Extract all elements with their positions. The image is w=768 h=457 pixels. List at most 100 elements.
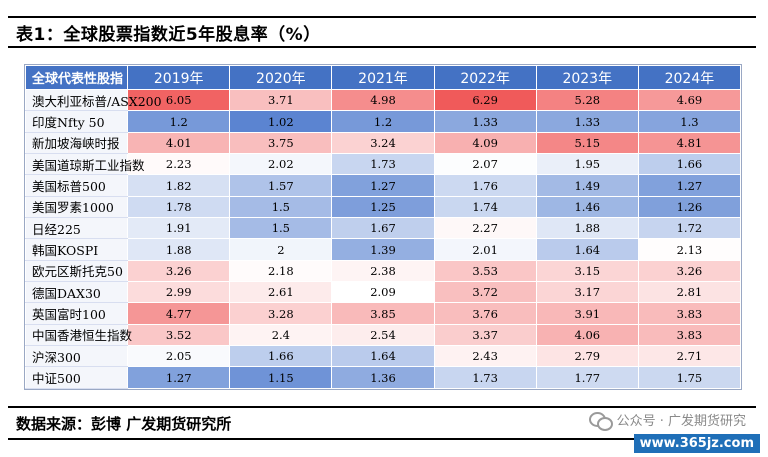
value-cell: 3.72 <box>433 281 537 304</box>
value-cell: 3.83 <box>637 323 742 347</box>
column-header: 2020年 <box>229 65 333 90</box>
value-cell: 2.71 <box>637 345 742 368</box>
value-cell: 2.43 <box>433 345 537 368</box>
value-cell: 1.64 <box>535 238 639 261</box>
value-cell: 3.26 <box>127 259 231 283</box>
table-row: 英国富时100 4.77 3.28 3.85 3.76 3.91 3.83 <box>24 302 742 325</box>
watermark-text: 公众号 · 广发期货研究 <box>616 414 746 429</box>
table-row: 中国香港恒生指数 3.52 2.4 2.54 3.37 4.06 3.83 <box>24 323 742 347</box>
table-row: 新加坡海峡时报 4.01 3.75 3.24 4.09 5.15 4.81 <box>24 131 742 155</box>
value-cell: 1.2 <box>127 110 231 133</box>
value-cell: 3.85 <box>331 302 435 325</box>
table-row: 德国DAX30 2.99 2.61 2.09 3.72 3.17 2.81 <box>24 281 742 304</box>
row-label: 欧元区斯托克50 <box>24 259 129 283</box>
row-label: 德国DAX30 <box>24 281 129 304</box>
value-cell: 6.29 <box>433 88 537 112</box>
value-cell: 1.39 <box>331 238 435 261</box>
wechat-icon <box>588 411 613 431</box>
value-cell: 2.81 <box>637 281 742 304</box>
column-header: 2021年 <box>331 65 435 90</box>
value-cell: 1.33 <box>433 110 537 133</box>
table-row: 韩国KOSPI 1.88 2 1.39 2.01 1.64 2.13 <box>24 238 742 261</box>
table-row: 澳大利亚标普/ASX200 6.05 3.71 4.98 6.29 5.28 4.69 <box>24 88 742 112</box>
value-cell: 4.06 <box>535 323 639 347</box>
table-row: 美国罗素1000 1.78 1.5 1.25 1.74 1.46 1.26 <box>24 195 742 219</box>
value-cell: 3.76 <box>433 302 537 325</box>
value-cell: 4.98 <box>331 88 435 112</box>
value-cell: 2.01 <box>433 238 537 261</box>
heatmap-table: 全球代表性股指 2019年 2020年 2021年 2022年 2023年 2024年 澳… <box>24 65 742 389</box>
value-cell: 1.3 <box>637 110 742 133</box>
table-body: 澳大利亚标普/ASX200 6.05 3.71 4.98 6.29 5.28 4.69 印度N… <box>24 88 742 389</box>
source-note: 数据来源：彭博 广发期货研究所 <box>8 406 756 440</box>
value-cell: 6.05 <box>127 88 231 112</box>
value-cell: 1.36 <box>331 366 435 389</box>
value-cell: 1.15 <box>229 366 333 389</box>
table-row: 美国道琼斯工业指数 2.23 2.02 1.73 2.07 1.95 1.66 <box>24 153 742 176</box>
row-label: 韩国KOSPI <box>24 238 129 261</box>
value-cell: 2.4 <box>229 323 333 347</box>
watermark: 公众号 · 广发期货研究 <box>588 410 746 431</box>
row-label: 澳大利亚标普/ASX200 <box>24 88 162 112</box>
value-cell: 1.74 <box>433 195 537 219</box>
table-row: 沪深300 2.05 1.66 1.64 2.43 2.79 2.71 <box>24 345 742 368</box>
dividend-yield-table: 全球代表性股指 2019年 2020年 2021年 2022年 2023年 2024年 澳… <box>24 64 742 390</box>
value-cell: 1.27 <box>331 174 435 197</box>
value-cell: 1.02 <box>229 110 333 133</box>
column-header: 2019年 <box>127 65 231 90</box>
site-badge: www.365jz.com <box>633 434 760 453</box>
value-cell: 3.71 <box>229 88 333 112</box>
value-cell: 3.26 <box>637 259 742 283</box>
value-cell: 2.02 <box>229 153 333 176</box>
value-cell: 1.76 <box>433 174 537 197</box>
row-label: 英国富时100 <box>24 302 129 325</box>
value-cell: 1.57 <box>229 174 333 197</box>
value-cell: 1.88 <box>127 238 231 261</box>
value-cell: 2.09 <box>331 281 435 304</box>
value-cell: 1.27 <box>127 366 231 389</box>
value-cell: 2.38 <box>331 259 435 283</box>
row-label: 新加坡海峡时报 <box>24 131 129 155</box>
row-label: 美国道琼斯工业指数 <box>24 153 145 176</box>
value-cell: 1.88 <box>535 217 639 240</box>
value-cell: 1.46 <box>535 195 639 219</box>
column-header: 2022年 <box>433 65 537 90</box>
table-row: 欧元区斯托克50 3.26 2.18 2.38 3.53 3.15 3.26 <box>24 259 742 283</box>
value-cell: 4.01 <box>127 131 231 155</box>
row-label: 美国标普500 <box>24 174 129 197</box>
value-cell: 2.54 <box>331 323 435 347</box>
value-cell: 1.5 <box>229 217 333 240</box>
value-cell: 3.24 <box>331 131 435 155</box>
value-cell: 5.15 <box>535 131 639 155</box>
value-cell: 1.75 <box>637 366 742 389</box>
value-cell: 1.25 <box>331 195 435 219</box>
value-cell: 4.09 <box>433 131 537 155</box>
value-cell: 3.17 <box>535 281 639 304</box>
value-cell: 1.91 <box>127 217 231 240</box>
value-cell: 1.73 <box>433 366 537 389</box>
table-row: 印度Nfty 50 1.2 1.02 1.2 1.33 1.33 1.3 <box>24 110 742 133</box>
value-cell: 4.69 <box>637 88 742 112</box>
value-cell: 1.77 <box>535 366 639 389</box>
column-header: 2023年 <box>535 65 639 90</box>
value-cell: 1.82 <box>127 174 231 197</box>
header-row: 全球代表性股指 2019年 2020年 2021年 2022年 2023年 2024年 <box>24 65 742 90</box>
value-cell: 3.15 <box>535 259 639 283</box>
row-label: 印度Nfty 50 <box>24 110 129 133</box>
table-row: 日经225 1.91 1.5 1.67 2.27 1.88 1.72 <box>24 217 742 240</box>
table-row: 中证500 1.27 1.15 1.36 1.73 1.77 1.75 <box>24 366 742 389</box>
value-cell: 1.33 <box>535 110 639 133</box>
value-cell: 4.77 <box>127 302 231 325</box>
table-row: 美国标普500 1.82 1.57 1.27 1.76 1.49 1.27 <box>24 174 742 197</box>
value-cell: 2.99 <box>127 281 231 304</box>
value-cell: 3.37 <box>433 323 537 347</box>
value-cell: 1.72 <box>637 217 742 240</box>
value-cell: 2.27 <box>433 217 537 240</box>
value-cell: 5.28 <box>535 88 639 112</box>
row-label: 中国香港恒生指数 <box>24 323 132 347</box>
table-title: 表1：全球股票指数近5年股息率（%） <box>8 16 756 48</box>
value-cell: 3.75 <box>229 131 333 155</box>
value-cell: 1.27 <box>637 174 742 197</box>
row-label: 日经225 <box>24 217 129 240</box>
value-cell: 2.13 <box>637 238 742 261</box>
